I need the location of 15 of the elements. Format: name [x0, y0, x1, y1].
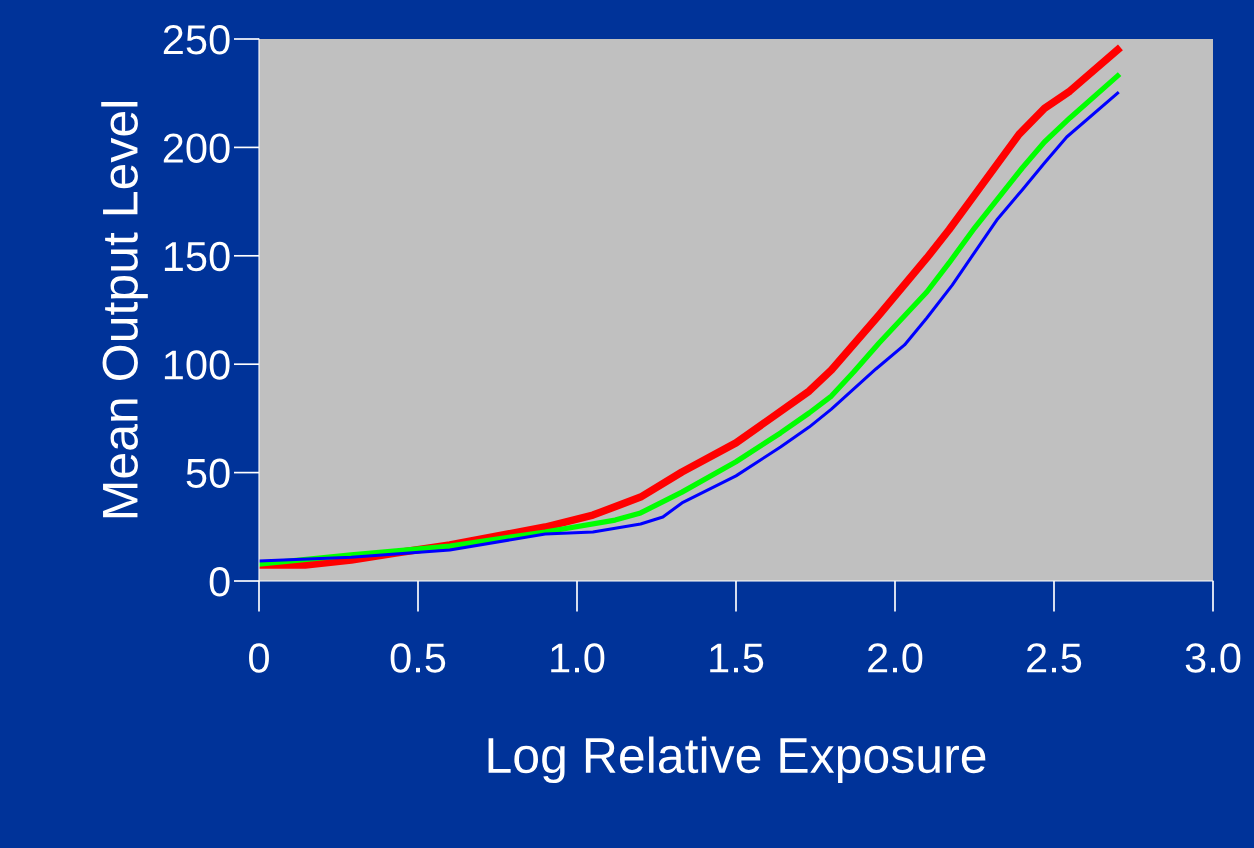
y-tick-label: 100 — [164, 350, 230, 380]
x-tick-label: 0 — [249, 643, 269, 673]
y-axis-title: Mean Output Level — [101, 102, 148, 518]
x-tick-label: 3.0 — [1185, 643, 1241, 673]
x-tick-label: 2.5 — [1027, 643, 1082, 673]
x-tick-label: 0.5 — [390, 643, 446, 673]
x-axis-title: Log Relative Exposure — [488, 736, 986, 784]
x-tick-label: 1.0 — [551, 643, 605, 673]
x-tick-label: 1.5 — [710, 643, 764, 673]
y-tick-label: 50 — [186, 458, 230, 489]
x-tick-label: 2.0 — [868, 643, 923, 673]
y-tick-label: 250 — [163, 25, 230, 55]
y-tick-label: 0 — [209, 567, 230, 597]
y-tick-label: 150 — [164, 241, 230, 272]
y-tick-label: 200 — [163, 133, 230, 163]
